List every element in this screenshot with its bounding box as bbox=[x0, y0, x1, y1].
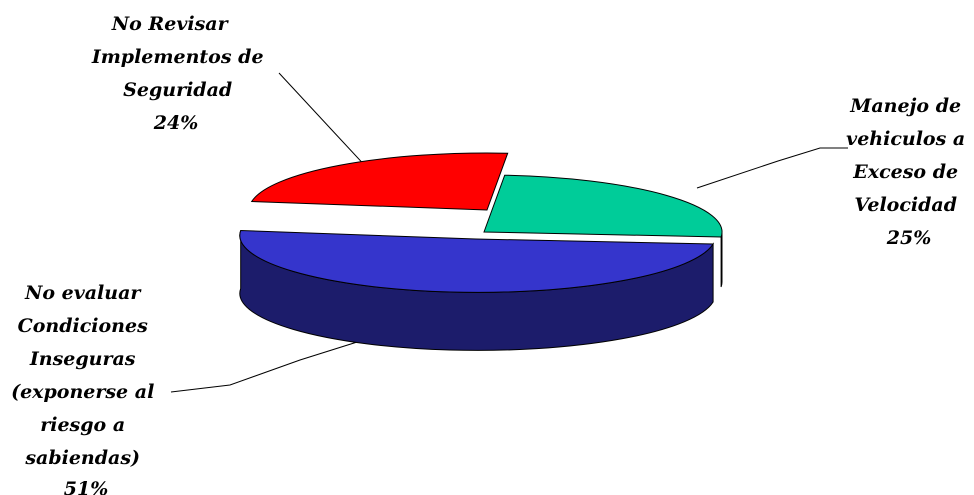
pie-slice-3 bbox=[483, 174, 723, 238]
leader-line-slice-3 bbox=[696, 147, 848, 189]
slice-label-2: No Revisar Implementos de Seguridad 24% bbox=[91, 13, 270, 134]
pie-slice-side-3 bbox=[720, 231, 723, 288]
pie-slice-1 bbox=[239, 229, 715, 293]
slice-label-1: No evaluar Condiciones Inseguras (expone… bbox=[11, 282, 161, 495]
slice-label-3: Manejo de vehiculos a Exceso de Velocida… bbox=[846, 95, 972, 249]
leader-line-slice-1 bbox=[170, 331, 390, 393]
pie-slice-2 bbox=[250, 152, 509, 211]
